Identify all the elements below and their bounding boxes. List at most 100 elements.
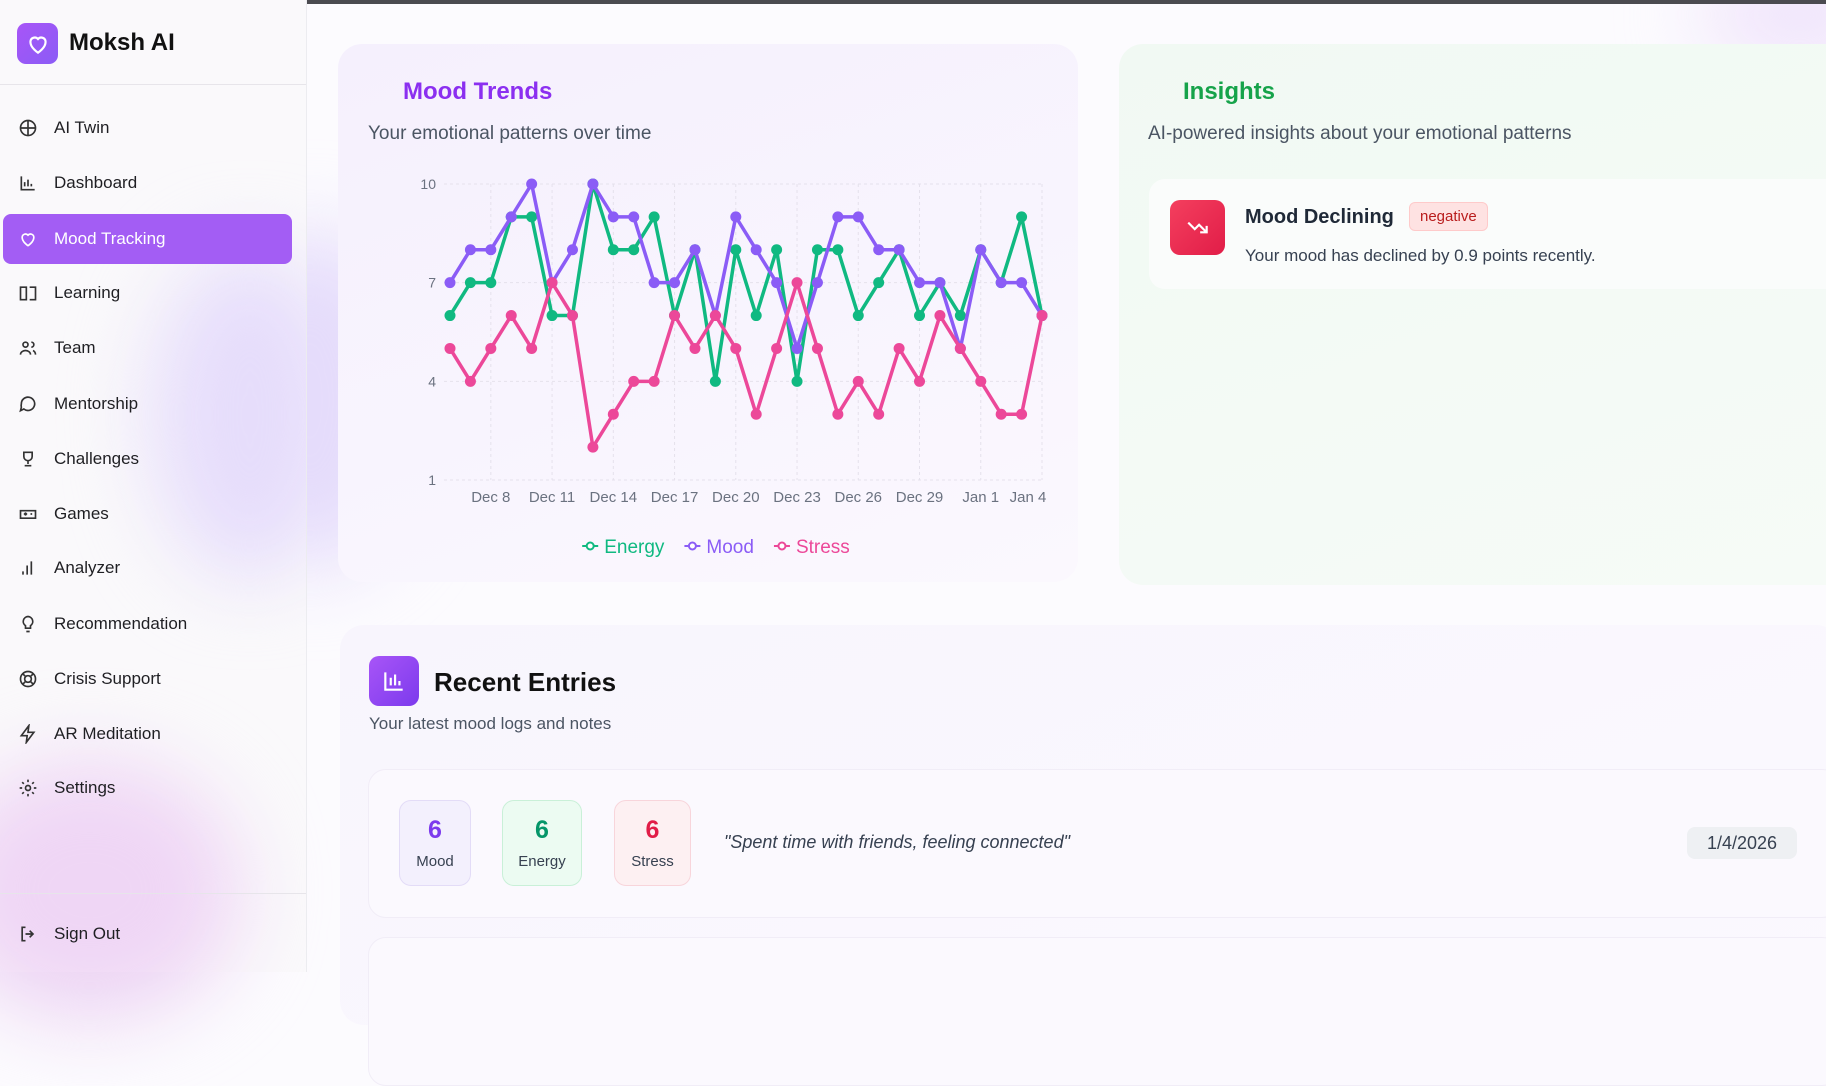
- nav-item[interactable]: Learning: [3, 268, 292, 318]
- data-point: [587, 178, 599, 190]
- data-point: [505, 310, 517, 322]
- x-tick-label: Dec 20: [712, 489, 760, 506]
- insight-text: Your mood has declined by 0.9 points rec…: [1245, 246, 1596, 265]
- legend-item[interactable]: Stress: [773, 537, 850, 558]
- entry-card[interactable]: 6 Mood 6 Energy 6 Stress "Spent time with f…: [368, 769, 1826, 918]
- top-bar: [307, 0, 1826, 4]
- nav-label: Team: [54, 338, 96, 357]
- x-tick-label: Dec 29: [896, 489, 944, 506]
- data-point: [832, 244, 844, 256]
- data-point: [954, 342, 966, 354]
- icon: [23, 451, 33, 467]
- data-point: [811, 342, 823, 354]
- nav-item[interactable]: Mentorship: [3, 379, 292, 429]
- data-point: [546, 277, 558, 289]
- recent-entries-card: Recent Entries Your latest mood logs and…: [340, 625, 1826, 1086]
- data-point: [526, 342, 538, 354]
- nav-item[interactable]: Recommendation: [3, 599, 292, 649]
- mood-trends-card: Mood Trends Your emotional patterns over…: [338, 44, 1078, 582]
- data-point: [587, 441, 599, 453]
- nav-label: Challenges: [54, 449, 140, 468]
- metric-pill: 6 Mood: [399, 800, 471, 886]
- legend-swatch: [687, 541, 697, 551]
- series-line: [448, 182, 1044, 351]
- y-tick-label: 4: [428, 373, 436, 389]
- nav-label: Analyzer: [54, 558, 121, 577]
- data-point: [566, 244, 578, 256]
- y-tick-label: 10: [420, 176, 436, 192]
- data-point: [832, 211, 844, 223]
- card-subtitle: Your emotional patterns over time: [368, 123, 652, 144]
- nav-item[interactable]: Challenges: [3, 434, 292, 484]
- nav-label: Learning: [54, 283, 121, 302]
- logo[interactable]: [17, 23, 58, 64]
- metric-label: Energy: [518, 853, 566, 870]
- legend-swatch: [777, 541, 787, 551]
- data-point: [852, 375, 864, 387]
- x-tick-label: Jan 4: [1010, 489, 1047, 506]
- nav-item[interactable]: Games: [3, 489, 292, 539]
- data-point: [873, 277, 885, 289]
- data-point: [791, 277, 803, 289]
- data-point: [505, 211, 517, 223]
- data-point: [811, 277, 823, 289]
- insights-card: Insights AI-powered insights about your …: [1119, 44, 1826, 585]
- legend-label: Stress: [796, 537, 850, 558]
- section-subtitle: Your latest mood logs and notes: [369, 714, 612, 733]
- icon: [19, 341, 37, 355]
- data-point: [975, 375, 987, 387]
- legend-label: Energy: [604, 537, 665, 558]
- data-point: [464, 244, 476, 256]
- legend: Energy Mood Stress: [582, 537, 850, 558]
- data-point: [485, 342, 497, 354]
- data-point: [444, 277, 456, 289]
- data-point: [526, 211, 538, 223]
- data-point: [914, 277, 926, 289]
- entry-date: 1/4/2026: [1687, 827, 1797, 859]
- data-point: [648, 375, 660, 387]
- divider: [0, 84, 306, 85]
- legend-item[interactable]: Energy: [582, 537, 665, 558]
- nav-item[interactable]: Mood Tracking: [3, 214, 292, 264]
- entry-card[interactable]: [368, 937, 1826, 1086]
- data-point: [628, 375, 640, 387]
- nav-label: Dashboard: [54, 173, 138, 192]
- legend-item[interactable]: Mood: [684, 537, 754, 558]
- nav-item[interactable]: AI Twin: [3, 103, 292, 153]
- data-point: [730, 244, 742, 256]
- nav-label: Settings: [54, 778, 116, 797]
- nav-item[interactable]: Crisis Support: [3, 654, 292, 704]
- card-subtitle: AI-powered insights about your emotional…: [1148, 123, 1572, 144]
- series-line: [448, 280, 1044, 449]
- nav-item[interactable]: AR Meditation: [3, 709, 292, 759]
- data-point: [1016, 277, 1028, 289]
- data-point: [709, 310, 721, 322]
- data-point: [485, 277, 497, 289]
- data-point: [689, 342, 701, 354]
- data-point: [914, 375, 926, 387]
- data-point: [791, 342, 803, 354]
- insight-icon: [1170, 200, 1225, 255]
- sidebar: Moksh AI AI Twin Dashboard Mood Tracking Le…: [0, 0, 307, 972]
- icon: [19, 119, 37, 137]
- chart: 1 4 7 10 Dec 8 Dec 11 Dec 14 Dec 17 Dec 20 Dec 23…: [420, 176, 1048, 558]
- sign-out[interactable]: Sign Out: [3, 909, 292, 959]
- nav-label: Crisis Support: [54, 669, 161, 688]
- data-point: [893, 244, 905, 256]
- data-point: [852, 310, 864, 322]
- data-point: [750, 408, 762, 420]
- data-point: [975, 244, 987, 256]
- data-point: [464, 375, 476, 387]
- data-point: [669, 310, 681, 322]
- section-icon: [369, 656, 419, 706]
- nav-item[interactable]: Team: [3, 323, 292, 373]
- nav-item[interactable]: Dashboard: [3, 158, 292, 208]
- x-tick-label: Dec 14: [590, 489, 638, 506]
- x-tick-label: Dec 17: [651, 489, 699, 506]
- insight-item: Mood Declining negative Your mood has de…: [1149, 179, 1826, 289]
- nav-item[interactable]: Analyzer: [3, 543, 292, 593]
- sidebar-glow: [150, 250, 306, 580]
- nav-item[interactable]: Settings: [3, 763, 292, 813]
- data-point: [444, 342, 456, 354]
- metric-value: 6: [535, 816, 549, 844]
